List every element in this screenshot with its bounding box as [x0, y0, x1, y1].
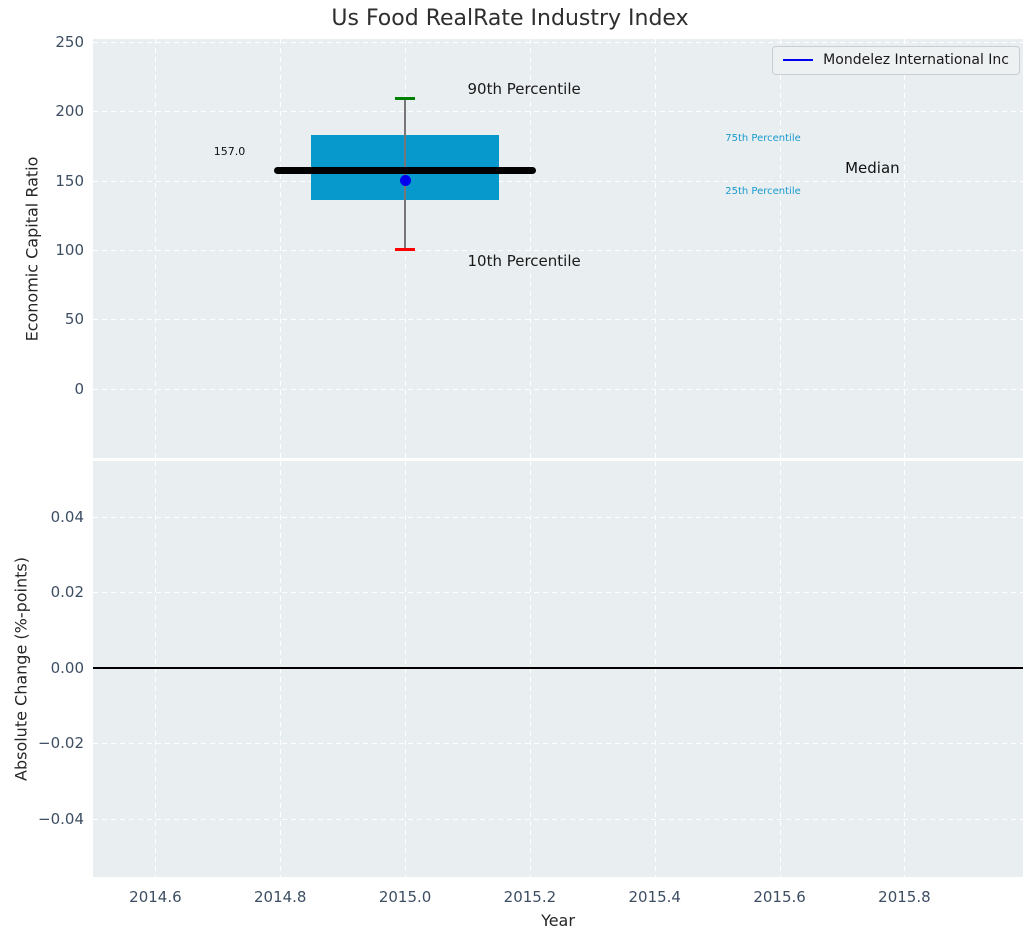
legend-label: Mondelez International Inc: [823, 52, 1009, 68]
bottom-axes: [93, 461, 1023, 877]
y-tick-label: −0.02: [38, 734, 84, 753]
bottom-y-axis-label: Absolute Change (%-points): [11, 557, 31, 781]
gridline: [93, 388, 1023, 390]
gridline: [654, 461, 656, 877]
y-tick-label: 50: [64, 310, 84, 329]
x-tick-label: 2015.8: [878, 888, 931, 906]
x-axis-label: Year: [541, 911, 575, 930]
zero-line: [93, 666, 1023, 669]
y-tick-label: −0.04: [38, 809, 84, 828]
x-tick-label: 2014.6: [129, 888, 182, 906]
gridline: [654, 39, 656, 458]
gridline: [93, 41, 1023, 43]
p90-cap: [395, 97, 416, 101]
gridline: [904, 461, 906, 877]
y-tick-label: 0: [74, 379, 84, 398]
whisker-line: [404, 98, 406, 250]
gridline: [529, 461, 531, 877]
gridline: [405, 461, 407, 877]
gridline: [904, 39, 906, 458]
gridline: [93, 180, 1023, 182]
y-tick-label: 0.00: [50, 658, 84, 677]
annotation-75th-percentile: 75th Percentile: [725, 132, 801, 144]
gridline: [779, 39, 781, 458]
company-point: [399, 175, 411, 187]
y-tick-label: 200: [55, 102, 84, 121]
gridline: [93, 319, 1023, 321]
y-tick-label: 100: [55, 240, 84, 259]
gridline: [93, 818, 1023, 820]
legend: Mondelez International Inc: [772, 46, 1020, 75]
y-tick-label: 0.04: [50, 507, 84, 526]
annotation-median: Median: [845, 158, 900, 177]
x-tick-label: 2015.6: [753, 888, 806, 906]
chart-title: Us Food RealRate Industry Index: [331, 6, 689, 31]
gridline: [280, 39, 282, 458]
gridline: [93, 249, 1023, 251]
median-line: [274, 167, 537, 175]
gridline: [779, 461, 781, 877]
gridline: [93, 743, 1023, 745]
gridline: [93, 111, 1023, 113]
gridline: [529, 39, 531, 458]
legend-line-sample: [783, 59, 814, 61]
p10-cap: [395, 248, 416, 252]
top-y-axis-label: Economic Capital Ratio: [22, 156, 42, 341]
y-tick-label: 150: [55, 171, 84, 190]
y-tick-label: 250: [55, 32, 84, 51]
annotation-10th-percentile: 10th Percentile: [467, 251, 581, 270]
annotation-90th-percentile: 90th Percentile: [467, 79, 581, 98]
x-tick-label: 2014.8: [253, 888, 307, 906]
gridline: [280, 461, 282, 877]
x-tick-label: 2015.2: [503, 888, 557, 906]
gridline: [93, 516, 1023, 518]
x-tick-label: 2015.0: [378, 888, 432, 906]
annotation-25th-percentile: 25th Percentile: [725, 185, 801, 197]
gridline: [93, 592, 1023, 594]
gridline: [155, 461, 157, 877]
x-tick-label: 2015.4: [628, 888, 681, 906]
y-tick-label: 0.02: [50, 583, 84, 602]
annotation-median-value: 157.0: [213, 144, 246, 158]
gridline: [155, 39, 157, 458]
top-axes: 90th Percentile 10th Percentile 157.0 75…: [93, 39, 1023, 458]
